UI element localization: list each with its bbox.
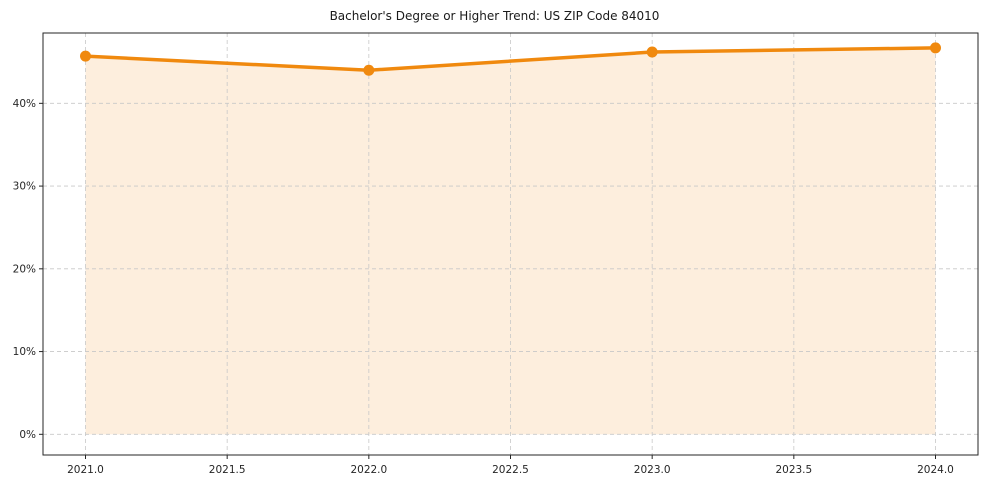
chart-title: Bachelor's Degree or Higher Trend: US ZI…: [329, 9, 660, 23]
y-tick-label: 30%: [13, 181, 36, 193]
data-point-marker: [930, 42, 941, 54]
y-tick-label: 40%: [13, 98, 36, 110]
data-point-marker: [363, 64, 375, 76]
x-tick-label: 2023.0: [634, 464, 671, 476]
x-tick-label: 2022.5: [492, 464, 529, 476]
area-fill: [85, 47, 936, 435]
x-tick-label: 2022.0: [350, 464, 387, 476]
y-tick-label: 20%: [13, 263, 36, 275]
trend-line: [83, 46, 938, 72]
x-tick-label: 2021.5: [209, 464, 246, 476]
x-tick-label: 2024.0: [917, 464, 954, 476]
data-point-marker: [646, 46, 658, 58]
data-point-marker: [80, 50, 91, 62]
y-tick-label: 0%: [19, 429, 36, 441]
x-tick-label: 2023.5: [775, 464, 812, 476]
y-tick-label: 10%: [13, 346, 36, 358]
x-tick-label: 2021.0: [67, 464, 104, 476]
